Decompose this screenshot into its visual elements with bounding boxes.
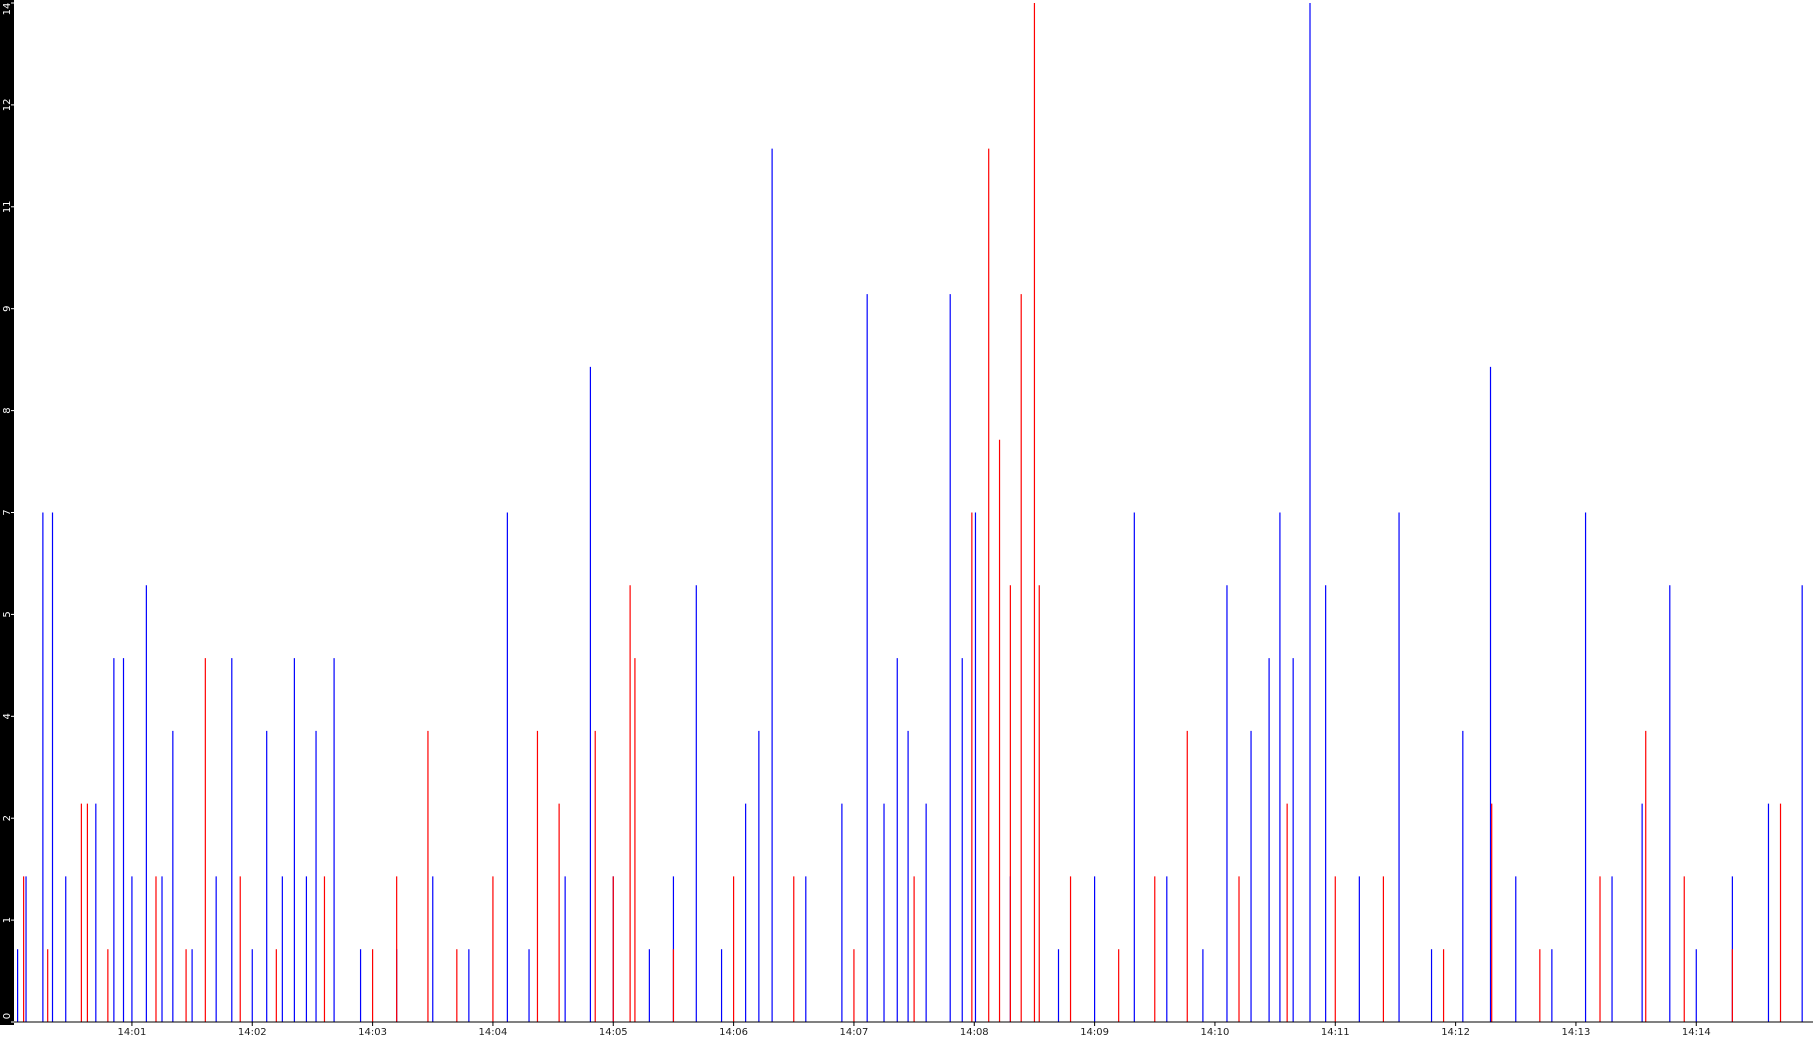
y-tick-label: 12 — [2, 99, 13, 112]
x-tick-label: 14:12 — [1441, 1027, 1470, 1038]
y-tick-label: 4 — [2, 713, 13, 719]
y-tick-label: 7 — [2, 509, 13, 515]
y-tick-label: 9 — [2, 306, 13, 312]
x-tick-label: 14:08 — [960, 1027, 989, 1038]
y-tick-label: 2 — [2, 815, 13, 821]
x-tick-label: 14:04 — [479, 1027, 508, 1038]
plot-area — [17, 3, 1803, 1022]
y-tick-label: 14 — [2, 3, 13, 16]
x-tick-label: 14:06 — [719, 1027, 748, 1038]
x-tick-label: 14:02 — [238, 1027, 267, 1038]
x-tick-label: 14:01 — [118, 1027, 147, 1038]
x-tick-label: 14:03 — [358, 1027, 387, 1038]
y-tick-label: 5 — [2, 611, 13, 617]
x-tick-label: 14:07 — [840, 1027, 869, 1038]
y-tick-label: 1 — [2, 917, 13, 923]
x-tick-label: 14:10 — [1201, 1027, 1230, 1038]
y-tick-label: 8 — [2, 407, 13, 413]
x-tick-label: 14:14 — [1682, 1027, 1711, 1038]
y-axis-strip — [0, 0, 14, 1025]
x-tick-label: 14:09 — [1080, 1027, 1109, 1038]
y-tick-label: 0 — [2, 1013, 13, 1019]
x-tick-label: 14:13 — [1562, 1027, 1591, 1038]
x-tick-label: 14:05 — [599, 1027, 628, 1038]
y-tick-label: 11 — [2, 200, 13, 213]
x-tick-label: 14:11 — [1321, 1027, 1350, 1038]
